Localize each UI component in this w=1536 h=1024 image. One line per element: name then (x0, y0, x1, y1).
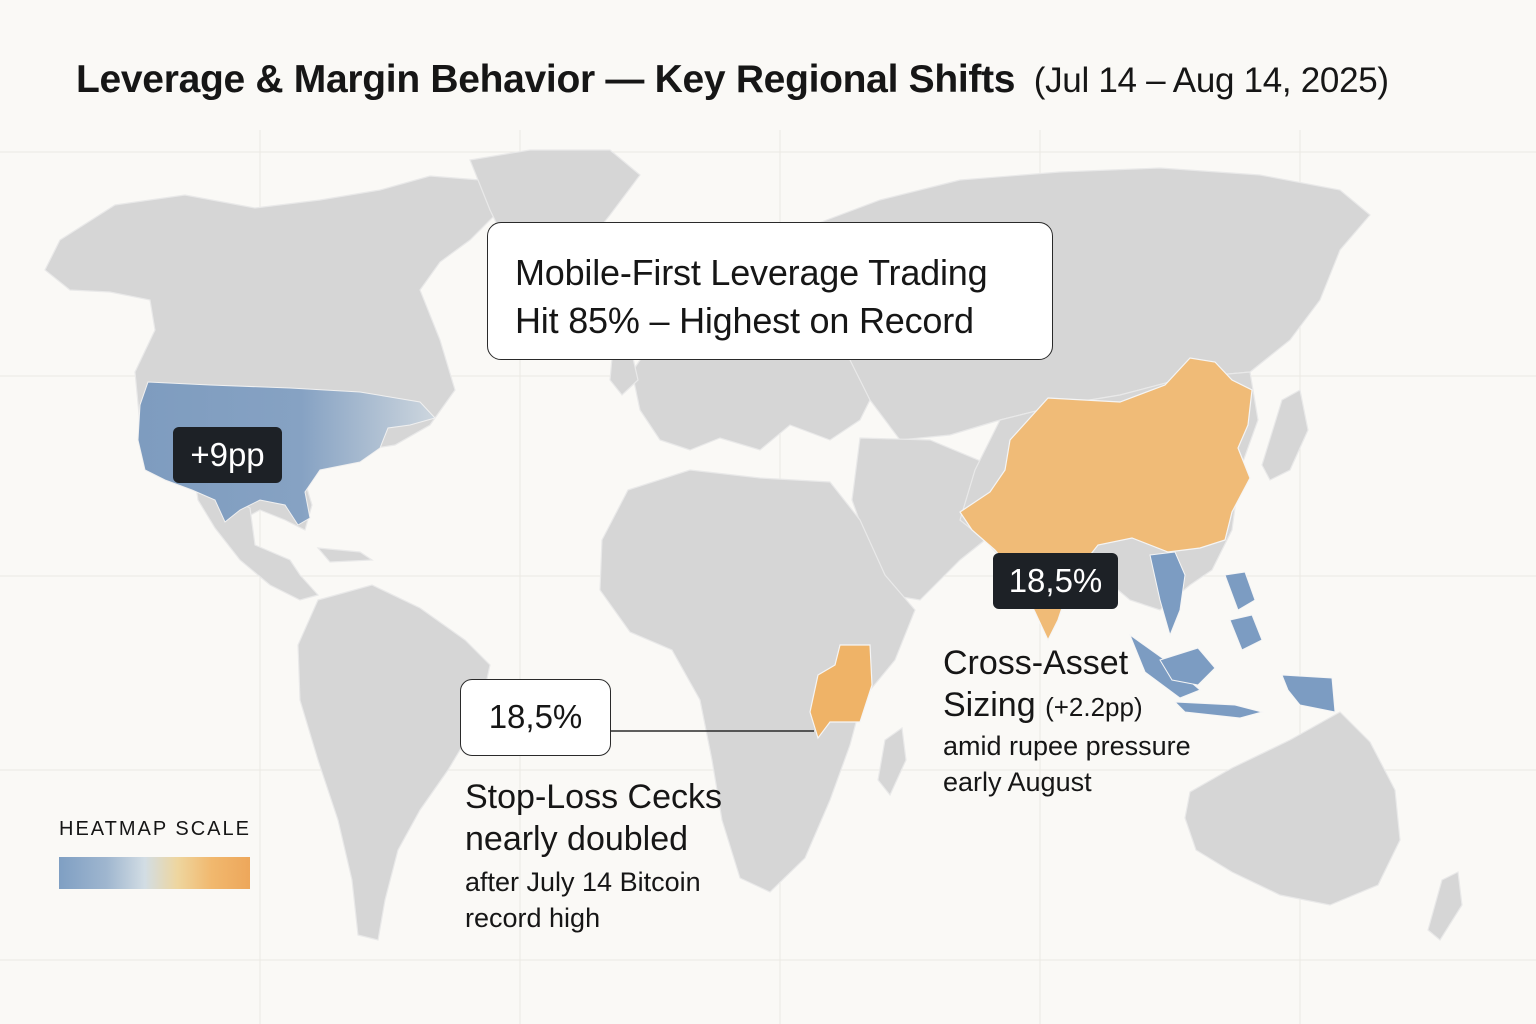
east-africa-label-line-1: Stop-Loss Cecks (465, 778, 722, 816)
title-date-range: (Jul 14 – Aug 14, 2025) (1033, 61, 1389, 100)
east-africa-label-line-2: nearly doubled (465, 820, 689, 858)
asia-note-line-2: early August (943, 767, 1092, 797)
japan (1261, 389, 1309, 481)
usa-highlight (137, 381, 436, 526)
east-africa-note-line-1: after July 14 Bitcoin (465, 867, 701, 897)
headline-callout: Mobile-First Leverage Trading Hit 85% – … (487, 222, 1053, 360)
asia-label-delta: (+2.2pp) (1045, 692, 1143, 722)
caribbean (316, 547, 374, 563)
headline-line-1: Mobile-First Leverage Trading (515, 252, 988, 293)
australia (1184, 711, 1401, 906)
madagascar (877, 726, 907, 797)
heatmap-scale-bar (59, 857, 250, 889)
east-africa-note-line-2: record high (465, 903, 601, 933)
east-africa-badge: 18,5% (460, 679, 611, 756)
east-africa-annotation: Stop-Loss Cecks nearly doubled after Jul… (465, 776, 722, 936)
headline-line-2: Hit 85% – Highest on Record (515, 300, 974, 341)
asia-label-sizing: Sizing (943, 686, 1036, 724)
title-main: Leverage & Margin Behavior — Key Regiona… (76, 58, 1016, 101)
heatmap-scale-title: HEATMAP SCALE (59, 818, 251, 840)
southeast-asia-highlight (1128, 551, 1336, 719)
south-america (297, 584, 491, 941)
east-africa-highlight (809, 644, 873, 740)
north-america-badge: +9pp (173, 427, 282, 483)
asia-label-line-2: Sizing (+2.2pp) (943, 684, 1191, 728)
new-zealand (1427, 871, 1463, 941)
asia-annotation: Cross-Asset Sizing (+2.2pp) amid rupee p… (943, 642, 1191, 800)
page-title: Leverage & Margin Behavior — Key Regiona… (76, 58, 1389, 102)
asia-label-line-1: Cross-Asset (943, 644, 1129, 682)
asia-badge: 18,5% (993, 553, 1118, 609)
asia-note-line-1: amid rupee pressure (943, 731, 1191, 761)
africa (599, 469, 916, 893)
